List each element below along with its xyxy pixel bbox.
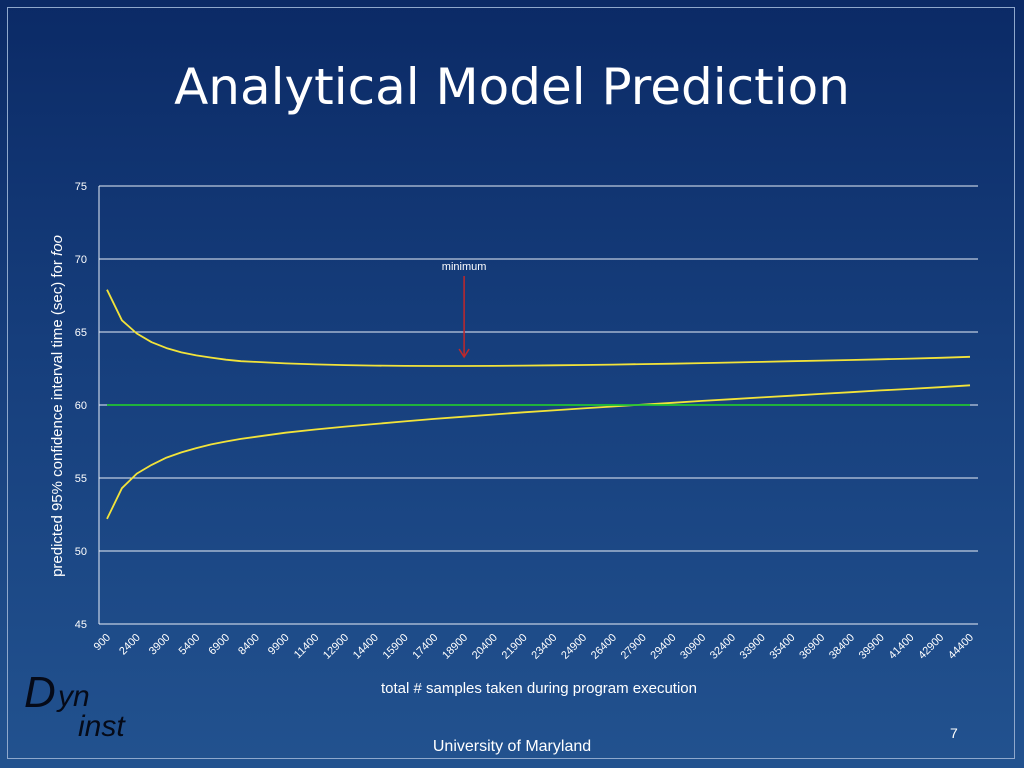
x-tick-label-30900: 30900 [678,632,708,662]
x-tick-label-21900: 21900 [500,632,530,662]
lower-bound-line [106,384,971,520]
series-lines [106,289,971,520]
logo-letter-d: D [24,668,56,717]
x-tick-label-20400: 20400 [470,632,500,662]
x-tick-label-42900: 42900 [916,632,946,662]
x-tick-label-18900: 18900 [440,632,470,662]
x-tick-label-33900: 33900 [738,632,768,662]
x-tick-label-29400: 29400 [648,632,678,662]
x-tick-label-26400: 26400 [589,632,619,662]
logo-inst: inst [78,710,125,743]
y-tick-label-75: 75 [75,181,87,193]
y-tick-label-70: 70 [75,254,87,266]
y-tick-label-45: 45 [75,619,87,631]
x-tick-label-2400: 2400 [117,632,143,658]
slide-frame [7,7,1015,759]
x-tick-label-900: 900 [92,632,113,653]
x-tick-label-8400: 8400 [236,632,262,658]
x-tick-label-12900: 12900 [321,632,351,662]
y-tick-labels: 45 50 55 60 65 70 75 [75,181,87,631]
x-tick-label-41400: 41400 [886,632,916,662]
page-number: 7 [950,725,958,741]
x-tick-label-5400: 5400 [177,632,203,658]
x-tick-label-17400: 17400 [410,632,440,662]
x-tick-label-38400: 38400 [827,632,857,662]
x-tick-label-14400: 14400 [351,632,381,662]
dyninst-logo: D yn inst [24,668,144,752]
annotation-minimum-label: minimum [442,261,487,273]
x-tick-label-44400: 44400 [946,632,976,662]
footer-text: University of Maryland [432,738,592,755]
y-axis-label: predicted 95% confidence interval time (… [49,235,66,577]
x-tick-label-11400: 11400 [292,632,322,662]
x-tick-label-6900: 6900 [206,632,232,658]
x-tick-label-3900: 3900 [147,632,173,658]
y-tick-label-50: 50 [75,546,87,558]
grid-lines [99,185,978,552]
annotation-arrow-head [458,348,470,359]
slide-title: Analytical Model Prediction [174,58,850,116]
x-tick-label-23400: 23400 [529,632,559,662]
axes [98,186,978,625]
upper-bound-line [106,289,971,367]
y-tick-label-55: 55 [75,473,87,485]
logo-yn: yn [58,680,90,713]
x-tick-label-39900: 39900 [857,632,887,662]
y-axis-label-italic: foo [49,235,66,256]
y-axis-label-main: predicted 95% confidence interval time (… [49,256,66,577]
x-tick-label-36900: 36900 [797,632,827,662]
x-axis-label: total # samples taken during program exe… [381,680,697,697]
x-tick-label-32400: 32400 [708,632,738,662]
x-tick-label-27900: 27900 [619,632,649,662]
y-tick-label-60: 60 [75,400,87,412]
x-tick-label-24900: 24900 [559,632,589,662]
x-tick-labels: 900 2400 3900 5400 6900 8400 9900 11400 12900 144… [92,632,976,662]
x-tick-label-15900: 15900 [381,632,411,662]
y-tick-label-65: 65 [75,327,87,339]
x-tick-label-9900: 9900 [266,632,292,658]
x-tick-label-35400: 35400 [767,632,797,662]
annotations: minimum [442,261,487,359]
